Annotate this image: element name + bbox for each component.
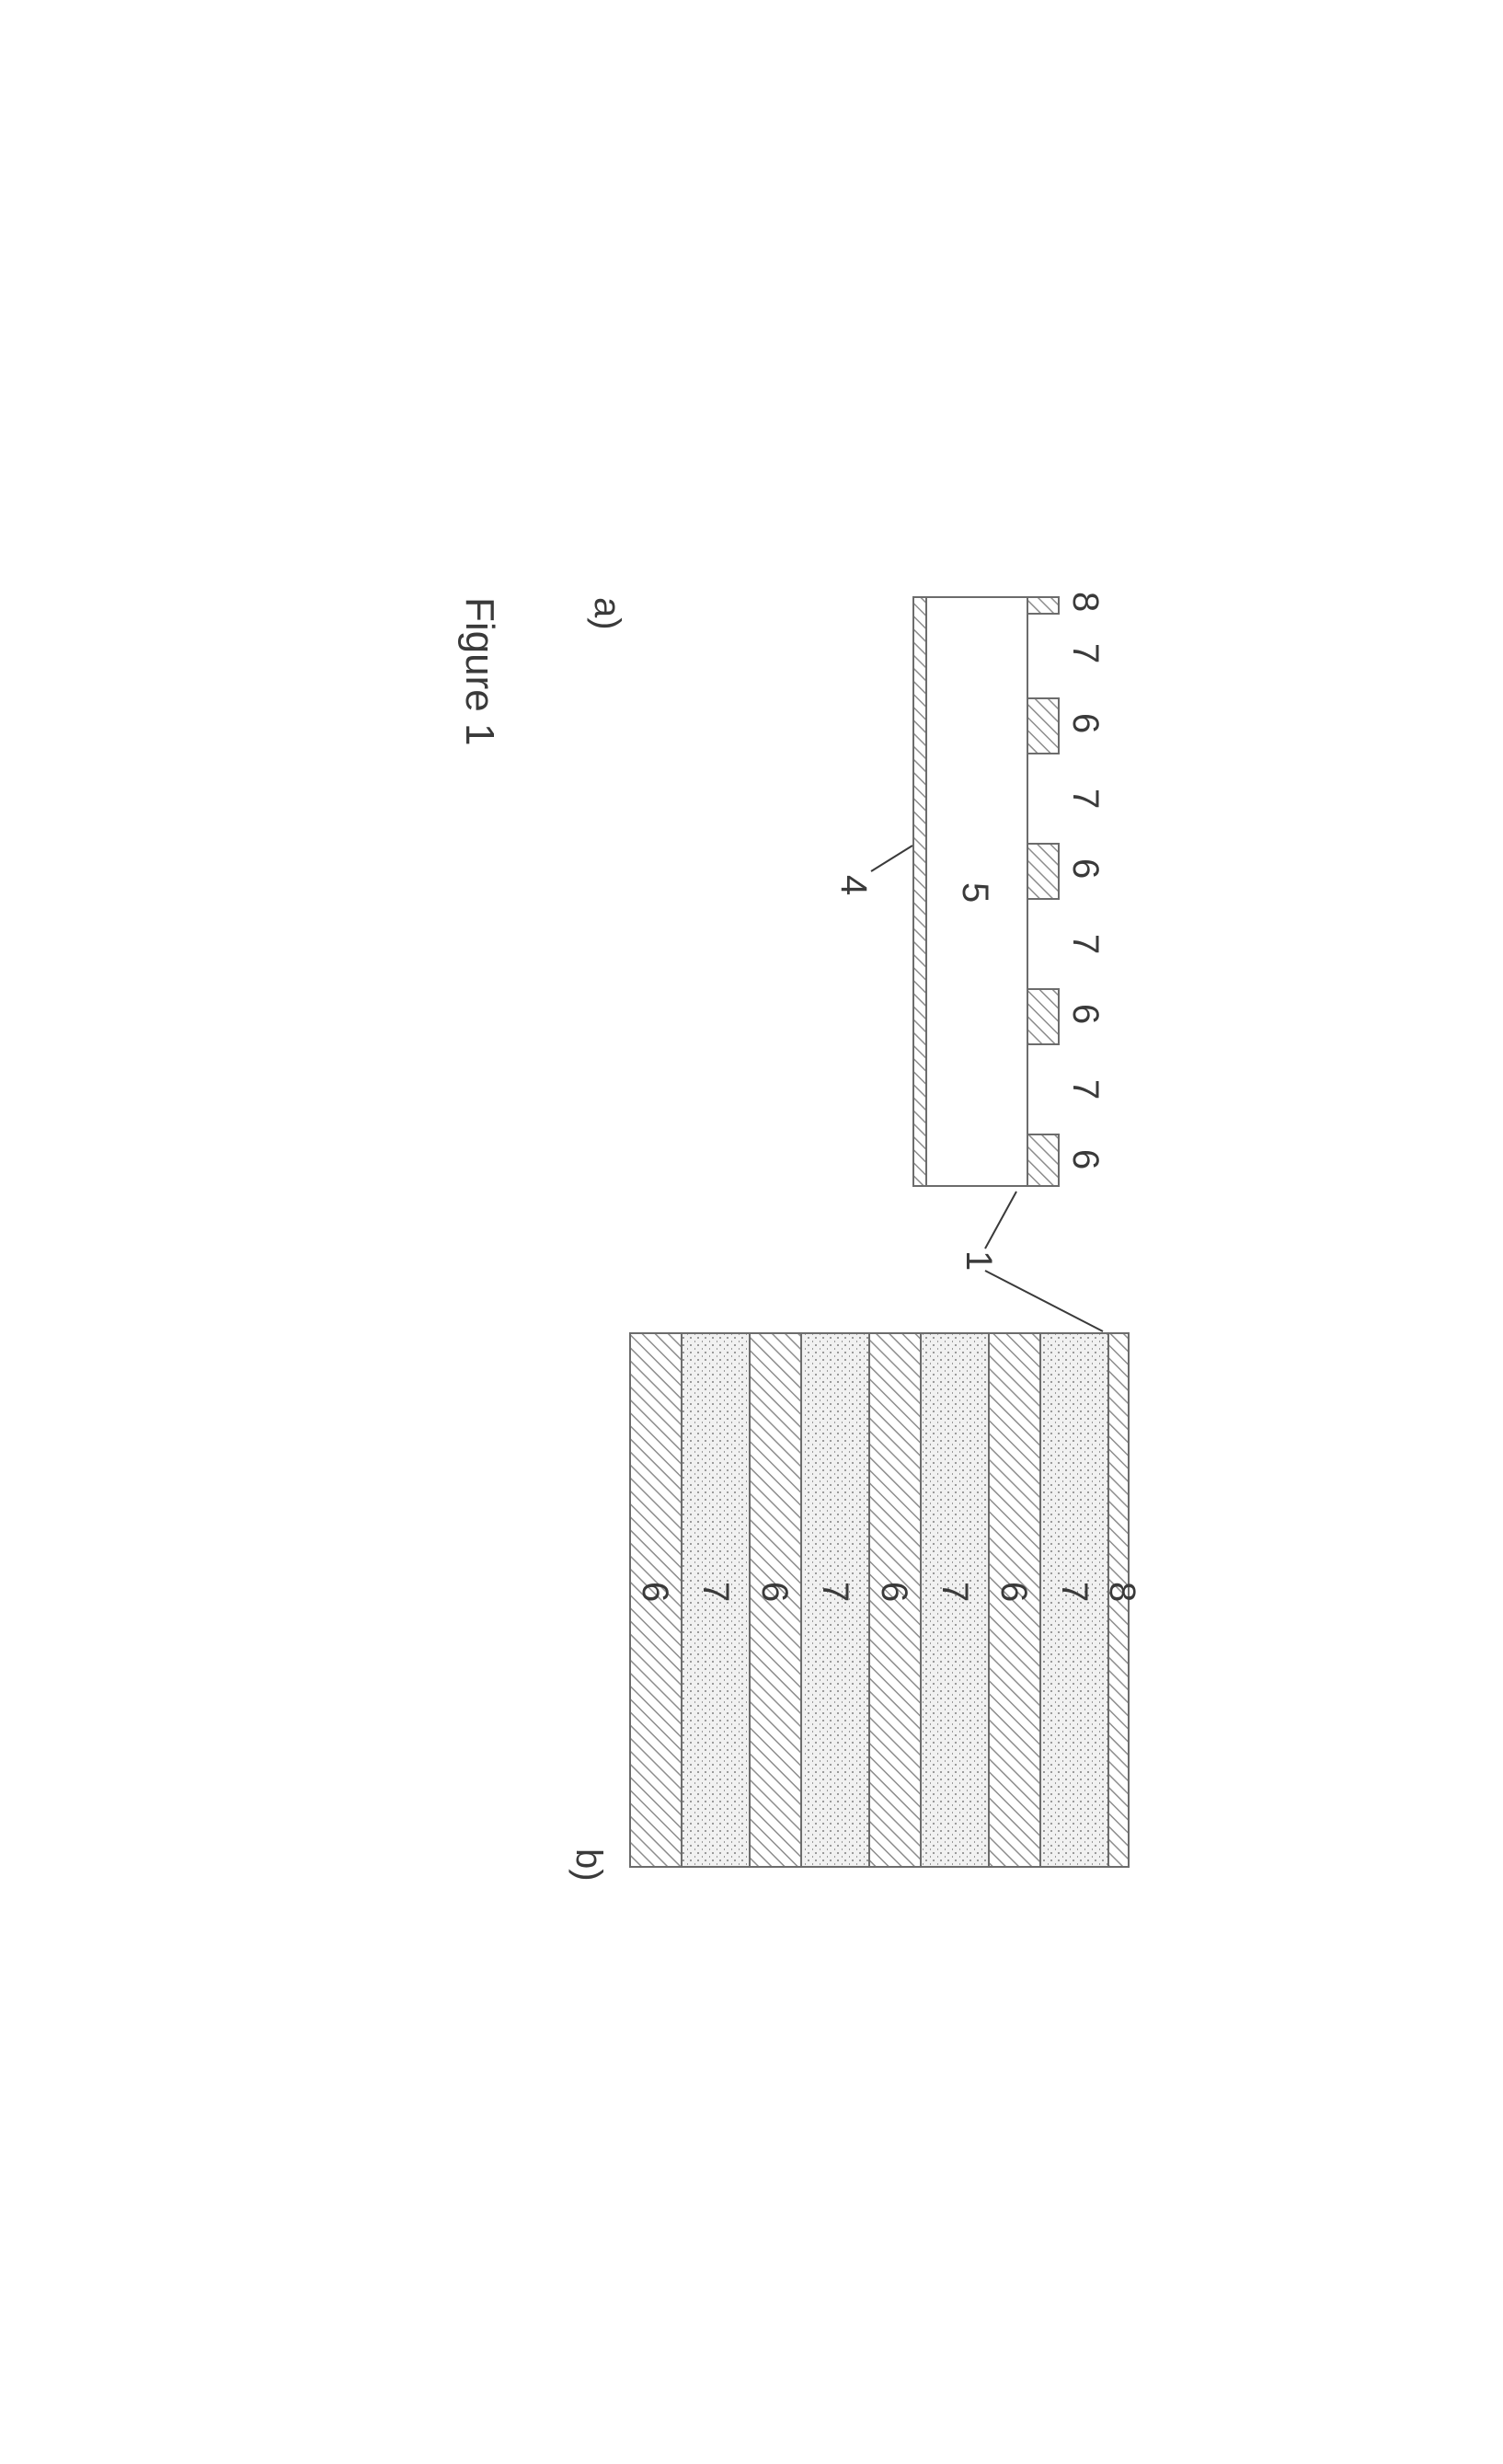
label-top: 8	[1065, 592, 1106, 612]
panel-b: 8 7 6 7 6 7 6 7 6 b)	[568, 1333, 1142, 1882]
panel-a: 8 7 6 7 6 7 6 7 6 5 4 1 a)	[587, 592, 1106, 1331]
label-top: 6	[1065, 713, 1106, 733]
row-label: 7	[695, 1582, 736, 1602]
row-label: 6	[635, 1582, 675, 1602]
row-label: 6	[754, 1582, 795, 1602]
leader-1b	[985, 1271, 1103, 1331]
stripe-6	[1027, 1134, 1059, 1186]
label-top: 6	[1065, 858, 1106, 879]
stripe-6	[1027, 698, 1059, 754]
label-top: 6	[1065, 1149, 1106, 1169]
row-label: 6	[993, 1582, 1034, 1602]
panel-b-tag: b)	[568, 1848, 609, 1882]
row-label: 6	[874, 1582, 914, 1602]
label-1: 1	[958, 1250, 999, 1271]
row-label: 7	[815, 1582, 855, 1602]
figure-svg: 8 7 6 7 6 7 6 7 6 5 4 1 a)	[338, 542, 1165, 1922]
baseplate	[913, 597, 926, 1186]
panel-a-tag: a)	[587, 597, 627, 630]
row-label: 7	[935, 1582, 975, 1602]
label-top: 7	[1065, 1079, 1106, 1100]
label-top: 7	[1065, 643, 1106, 663]
label-top: 7	[1065, 789, 1106, 809]
leader-4	[871, 846, 912, 871]
stripe-6	[1027, 989, 1059, 1044]
label-inside: 5	[955, 882, 995, 903]
stripe-8	[1027, 597, 1059, 614]
leader-1a	[985, 1192, 1016, 1249]
figure-label: Figure 1	[457, 597, 502, 745]
figure-viewport: 8 7 6 7 6 7 6 7 6 5 4 1 a)	[338, 542, 1165, 1922]
row-label: 8	[1102, 1582, 1142, 1602]
stripe-6	[1027, 844, 1059, 899]
label-top: 6	[1065, 1004, 1106, 1024]
label-top: 7	[1065, 934, 1106, 954]
row-label: 7	[1054, 1582, 1095, 1602]
label-4: 4	[833, 875, 874, 895]
